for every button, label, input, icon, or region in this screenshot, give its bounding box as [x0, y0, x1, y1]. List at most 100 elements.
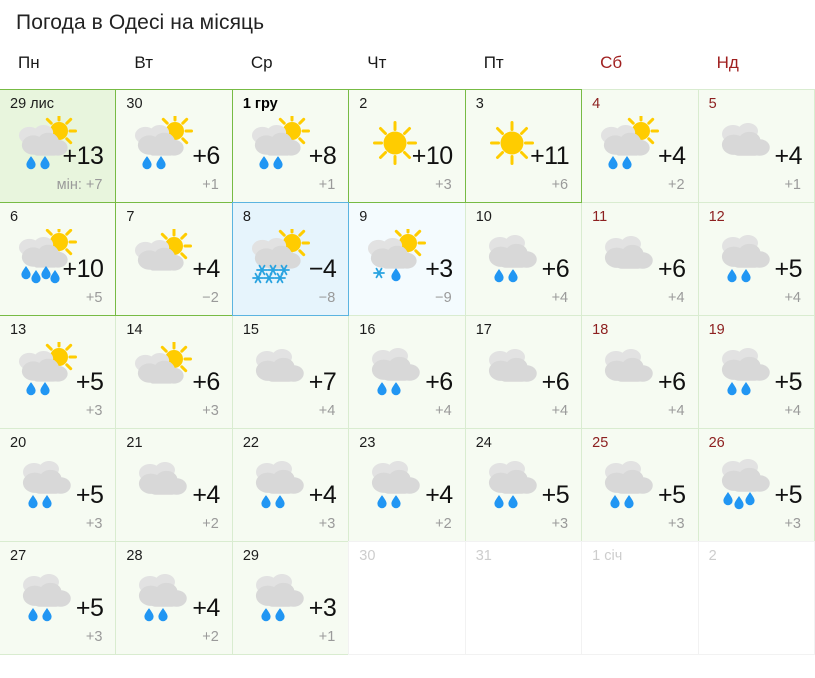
day-cell-body: +6 +4 — [592, 225, 689, 309]
day-cell[interactable]: 10 +6 +4 — [464, 202, 583, 316]
day-cell-body: +6 +4 — [359, 338, 456, 422]
temp-max: +8 — [308, 142, 337, 170]
day-cell-body: +6 +3 — [126, 338, 223, 422]
temp-min: +3 — [85, 629, 103, 645]
temp-max: +13 — [62, 142, 104, 170]
weekday-header-2: Вт — [134, 53, 153, 72]
temp-min: +3 — [85, 403, 103, 419]
temp-max: +5 — [774, 255, 802, 283]
day-cell: 1 січ — [581, 541, 699, 655]
cloud-rain-icon — [715, 342, 785, 400]
day-number: 18 — [592, 322, 609, 338]
day-cell[interactable]: 24 +5 +3 — [464, 428, 583, 542]
cloud-sun-sleet-icon — [365, 229, 435, 287]
cloud-rain-icon — [715, 229, 785, 287]
temp-max: −4 — [308, 255, 337, 283]
day-cell-body: +10 +3 — [359, 112, 456, 196]
day-cell-body: +8 +1 — [243, 112, 340, 196]
temp-min: −8 — [318, 290, 336, 306]
day-cell[interactable]: 5 +4 +1 — [697, 89, 815, 203]
temp-max: +5 — [774, 481, 802, 509]
day-cell-body: +3 +1 — [243, 564, 340, 648]
temp-min: мін: +7 — [56, 177, 103, 193]
temp-min: +2 — [668, 177, 685, 193]
day-cell-body: +5 +3 — [709, 451, 806, 535]
day-number: 9 — [359, 209, 368, 225]
temp-max: +7 — [308, 368, 337, 396]
day-cell[interactable]: 13 +5 +3 — [0, 315, 117, 429]
day-cell[interactable]: 4 +4 +2 — [581, 89, 699, 203]
day-cell-body: +5 +3 — [592, 451, 689, 535]
day-number: 22 — [242, 435, 259, 451]
day-cell[interactable]: 9 +3 −9 — [348, 202, 466, 316]
page-title: Погода в Одесі на місяць — [16, 11, 265, 34]
day-cell-body: +6 +4 — [592, 338, 689, 422]
day-cell[interactable]: 30 +6 +1 — [115, 89, 233, 203]
temp-min: +3 — [202, 403, 219, 419]
temp-min: +2 — [202, 629, 219, 645]
day-cell-body: +4 +1 — [709, 112, 806, 196]
day-cell[interactable]: 29 +3 +1 — [231, 541, 350, 655]
day-cell[interactable]: 21 +4 +2 — [115, 428, 233, 542]
day-cell-body: +4 +2 — [126, 451, 223, 535]
day-cell[interactable]: 22 +4 +3 — [231, 428, 350, 542]
day-cell[interactable]: 3 +11 +6 — [464, 89, 583, 203]
day-cell[interactable]: 23 +4 +2 — [348, 428, 466, 542]
day-number: 7 — [126, 209, 135, 225]
temp-min: +3 — [435, 177, 452, 193]
temp-min: +4 — [318, 403, 336, 419]
temp-max: +5 — [658, 481, 686, 509]
temp-max: +11 — [530, 142, 570, 170]
day-cell[interactable]: 26 +5 +3 — [697, 428, 815, 542]
day-cell-body: +5 +4 — [709, 338, 806, 422]
day-number: 23 — [359, 435, 376, 451]
temp-min: +1 — [318, 177, 336, 193]
day-cell[interactable]: 6 +10 +5 — [0, 202, 117, 316]
day-cell-body: +4 +2 — [126, 564, 223, 648]
day-cell[interactable]: 19 +5 +4 — [697, 315, 815, 429]
day-cell[interactable]: 17 +6 +4 — [464, 315, 583, 429]
temp-min: +1 — [202, 177, 219, 193]
day-cell[interactable]: 28 +4 +2 — [115, 541, 233, 655]
temp-min: +4 — [551, 290, 569, 306]
day-cell[interactable]: 12 +5 +4 — [697, 202, 815, 316]
day-cell-body — [359, 564, 456, 648]
cloud-rain-icon — [16, 455, 86, 513]
day-number: 26 — [708, 435, 725, 451]
temp-min: +4 — [435, 403, 452, 419]
temp-max: +4 — [192, 594, 220, 622]
sun-icon — [482, 116, 552, 174]
day-cell[interactable]: 18 +6 +4 — [581, 315, 699, 429]
temp-min: +3 — [668, 516, 685, 532]
temp-min: +4 — [668, 403, 685, 419]
day-number: 2 — [708, 548, 717, 564]
day-cell[interactable]: 29 лис +13 мін: +7 — [0, 89, 117, 203]
day-cell[interactable]: 11 +6 +4 — [581, 202, 699, 316]
sun-icon — [365, 116, 435, 174]
day-number: 29 лис — [10, 96, 54, 112]
day-cell-body: +13 мін: +7 — [10, 112, 107, 196]
day-cell[interactable]: 16 +6 +4 — [348, 315, 466, 429]
day-cell[interactable]: 20 +5 +3 — [0, 428, 117, 542]
day-cell[interactable]: 14 +6 +3 — [115, 315, 233, 429]
cloud-rain-icon — [365, 455, 435, 513]
day-cell[interactable]: 8 −4 −8 — [231, 202, 350, 316]
cloud-rain-icon — [365, 342, 435, 400]
day-cell[interactable]: 25 +5 +3 — [581, 428, 699, 542]
temp-min: +3 — [318, 516, 336, 532]
cloud-sun-rain-icon — [16, 116, 86, 174]
day-cell[interactable]: 7 +4 −2 — [115, 202, 233, 316]
temp-max: +6 — [192, 368, 220, 396]
day-cell[interactable]: 2 +10 +3 — [348, 89, 466, 203]
cloud-sun-icon — [132, 342, 202, 400]
day-number: 14 — [126, 322, 143, 338]
day-cell[interactable]: 1 гру +8 +1 — [231, 89, 350, 203]
cloud-icon — [598, 342, 668, 400]
day-cell[interactable]: 27 +5 +3 — [0, 541, 117, 655]
temp-min: +6 — [551, 177, 569, 193]
day-number: 20 — [10, 435, 27, 451]
day-number: 30 — [126, 96, 143, 112]
day-cell[interactable]: 15 +7 +4 — [231, 315, 350, 429]
cloud-icon — [482, 342, 552, 400]
temp-max: +10 — [62, 255, 104, 283]
